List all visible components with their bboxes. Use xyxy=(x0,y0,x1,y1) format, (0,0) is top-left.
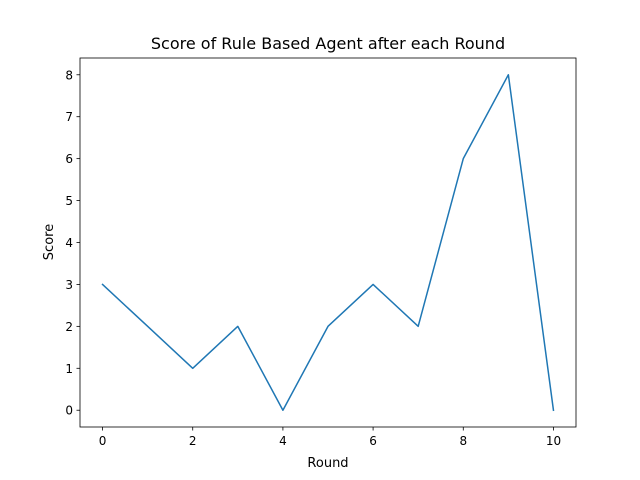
x-tick-label: 4 xyxy=(279,434,287,448)
y-tick-label: 7 xyxy=(65,110,73,124)
x-tick-label: 6 xyxy=(369,434,377,448)
y-tick-label: 3 xyxy=(65,278,73,292)
x-tick-label: 0 xyxy=(99,434,107,448)
chart-title: Score of Rule Based Agent after each Rou… xyxy=(151,34,505,53)
y-tick-label: 8 xyxy=(65,68,73,82)
x-tick-label: 10 xyxy=(546,434,561,448)
x-axis-label: Round xyxy=(307,456,348,471)
series-line-0 xyxy=(101,74,555,412)
y-tick-label: 2 xyxy=(65,320,73,334)
y-tick-label: 0 xyxy=(65,404,73,418)
y-tick-label: 5 xyxy=(65,194,73,208)
y-tick-label: 1 xyxy=(65,362,73,376)
y-axis-label: Score xyxy=(42,224,57,260)
plot-area: 0 2 4 6 8 10 0 1 2 3 4 5 6 7 8 xyxy=(65,57,577,448)
x-tick-label: 2 xyxy=(189,434,197,448)
plot-frame xyxy=(79,57,577,428)
y-tick-label: 6 xyxy=(65,152,73,166)
x-tick-label: 8 xyxy=(459,434,467,448)
y-tick-label: 4 xyxy=(65,236,73,250)
